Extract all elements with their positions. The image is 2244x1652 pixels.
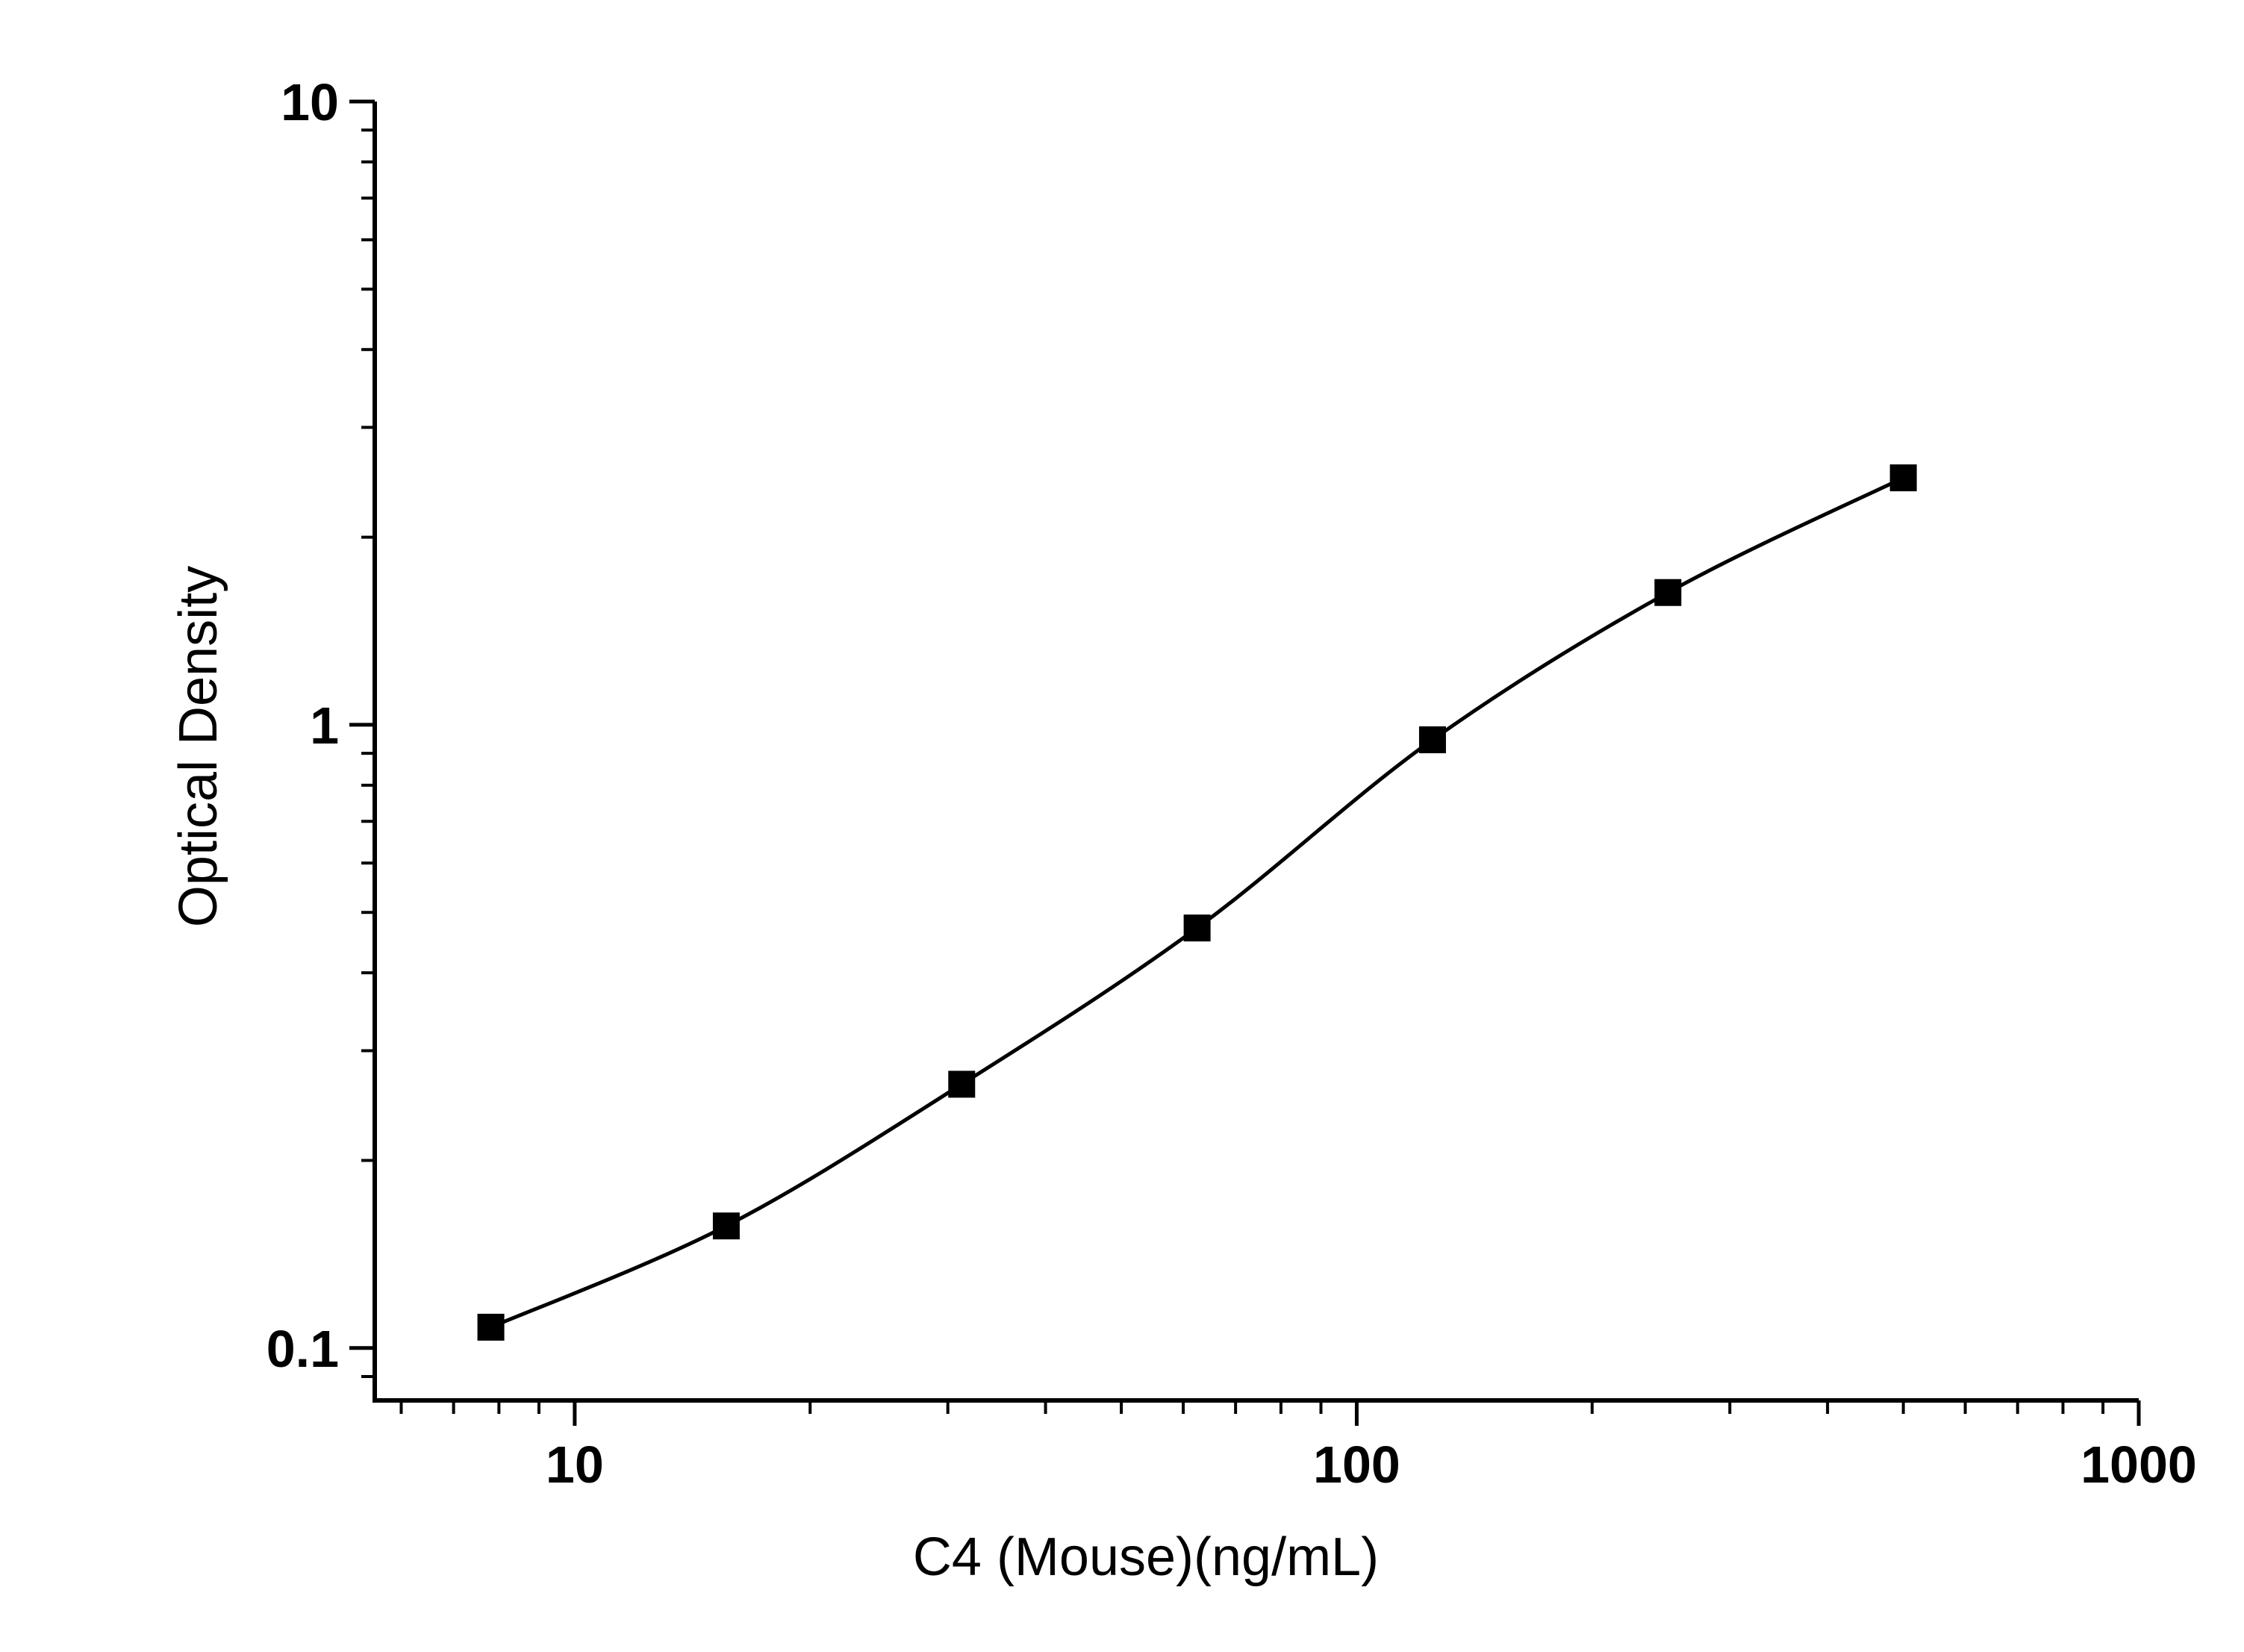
point: [1889, 464, 1917, 492]
point: [1183, 914, 1211, 942]
x-tick-label: 100: [1313, 1436, 1400, 1494]
y-axis-title: Optical Density: [169, 566, 228, 927]
point: [477, 1313, 505, 1341]
y-tick-label: 0.1: [267, 1320, 339, 1378]
fit-curve: [490, 476, 1904, 1330]
point: [1418, 726, 1446, 754]
point: [712, 1212, 740, 1240]
point: [1654, 579, 1682, 606]
point: [948, 1070, 976, 1098]
x-tick-label: 1000: [2081, 1436, 2197, 1494]
y-tick-label: 10: [281, 73, 339, 131]
y-tick-label: 1: [310, 696, 339, 755]
x-tick-label: 10: [546, 1436, 604, 1494]
x-axis-title: C4 (Mouse)(ng/mL): [913, 1527, 1379, 1587]
